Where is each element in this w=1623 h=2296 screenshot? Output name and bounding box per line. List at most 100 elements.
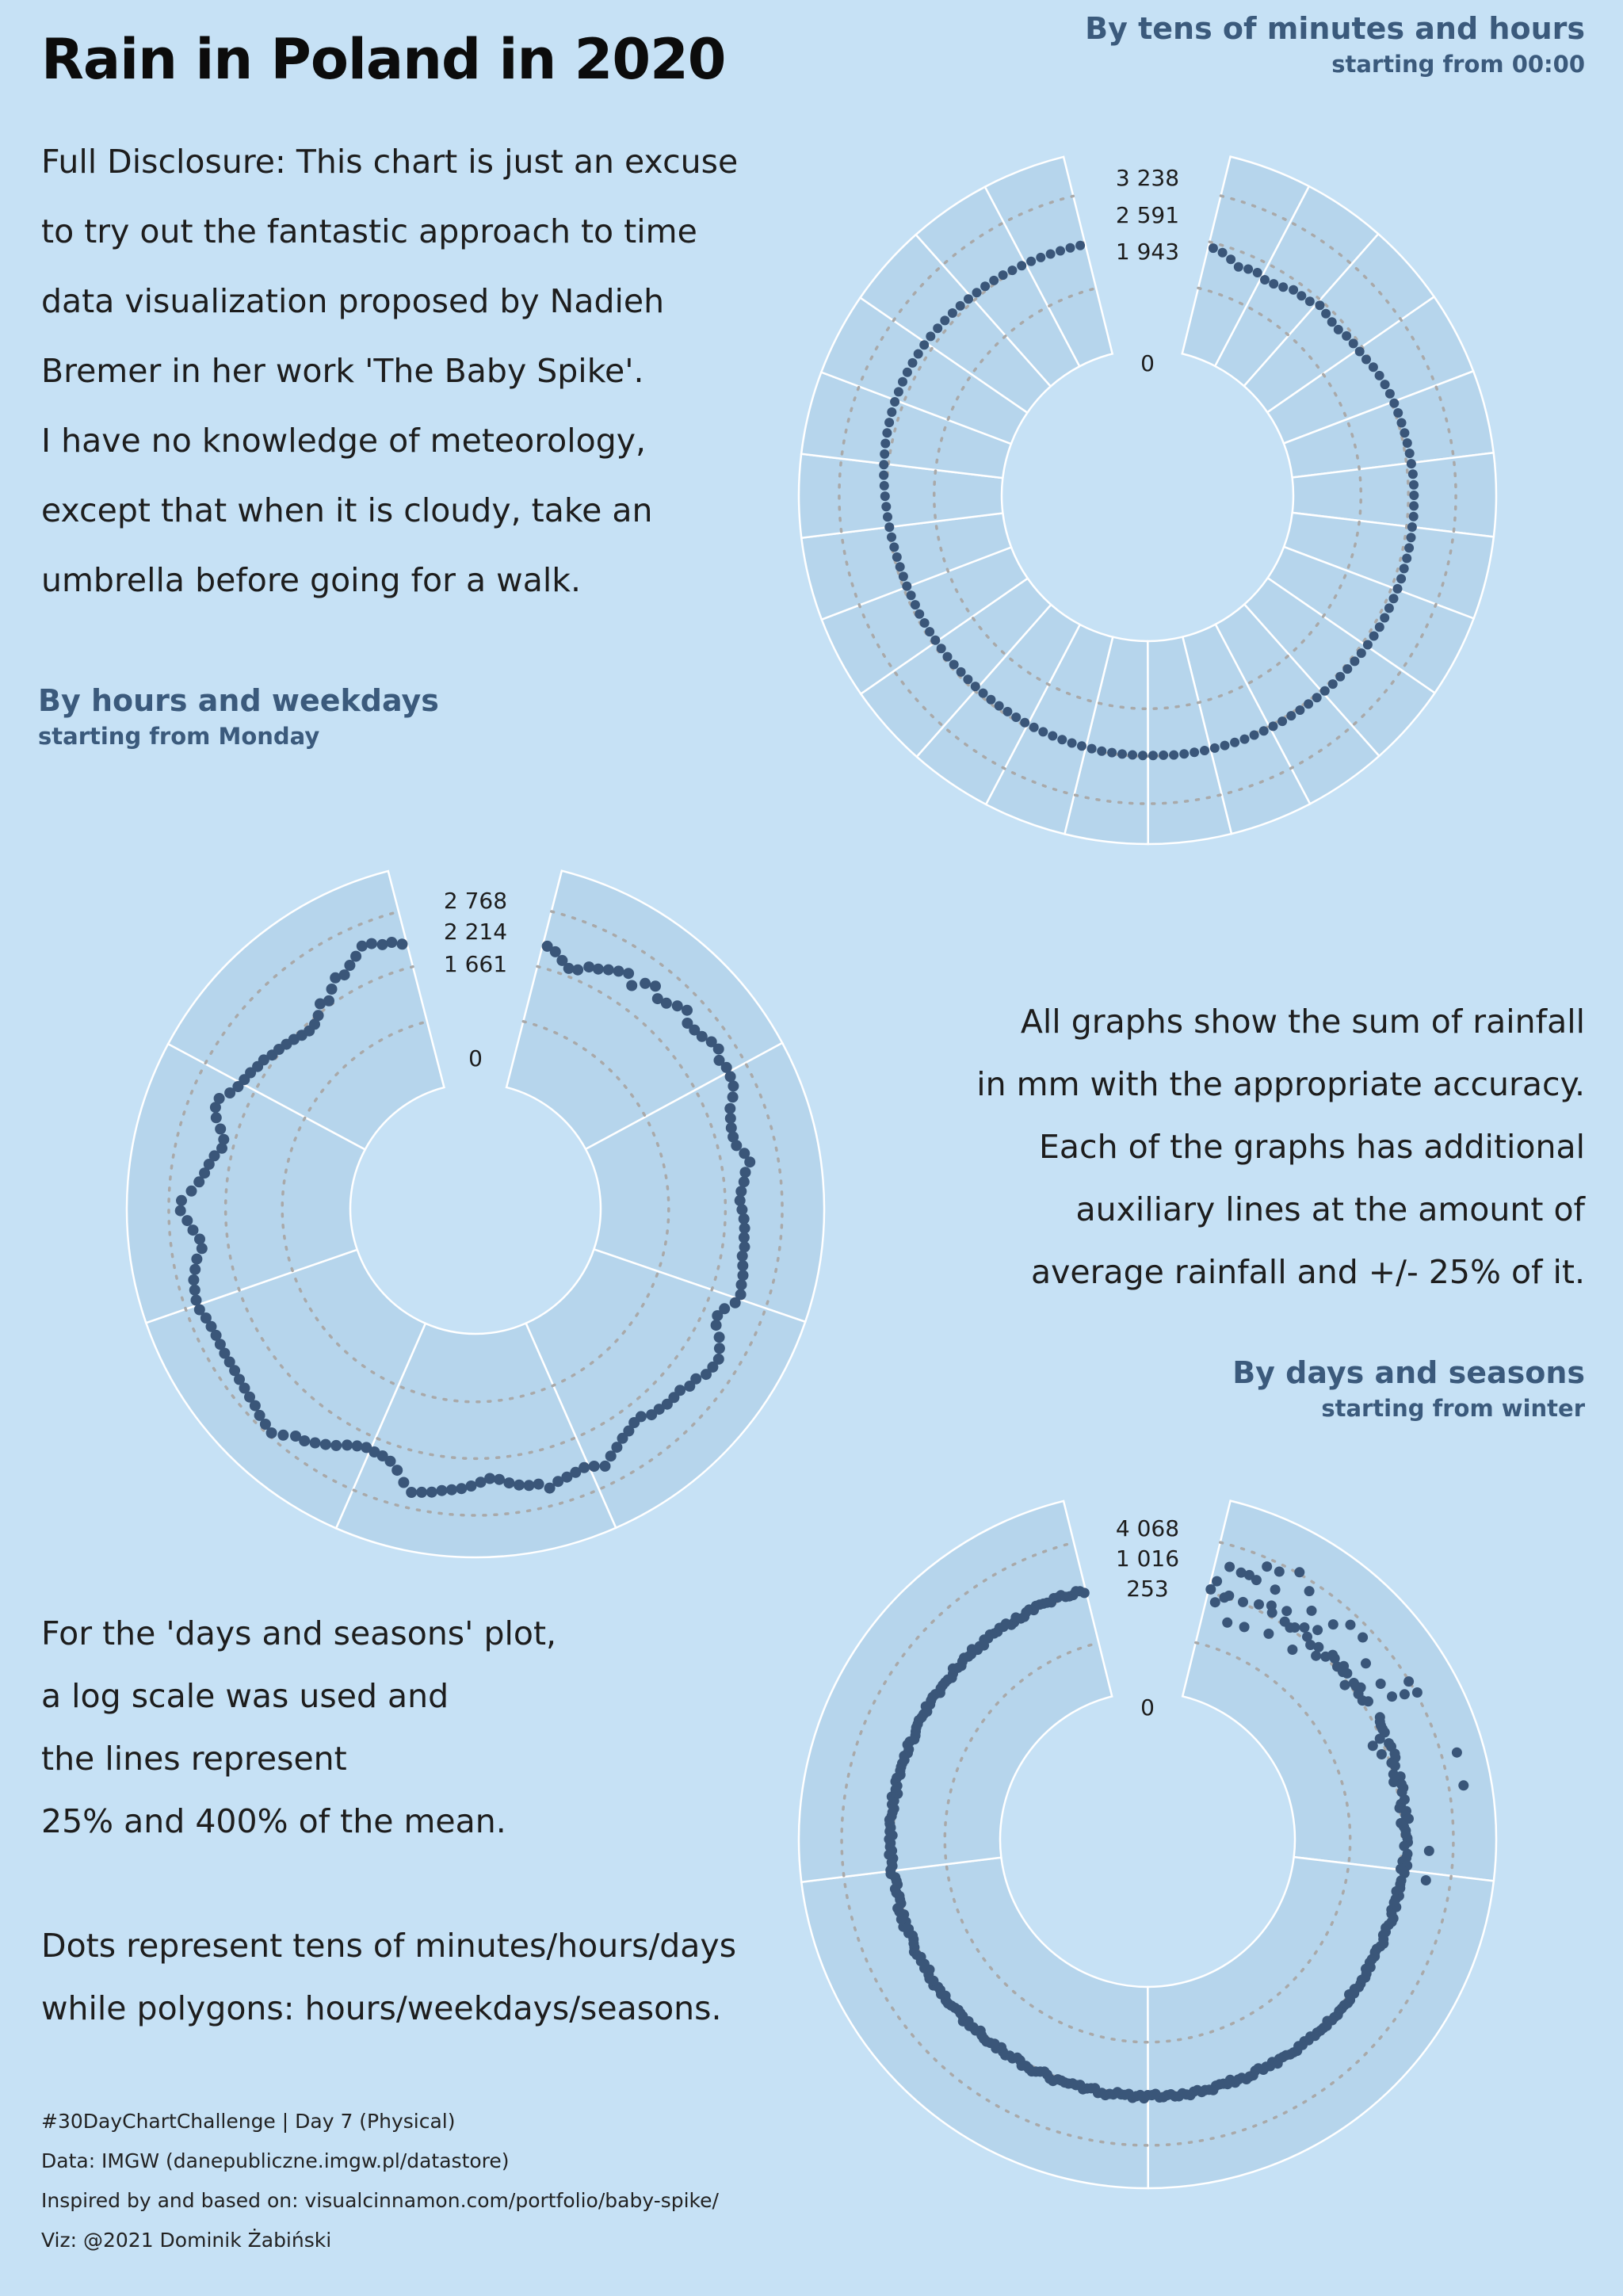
data-point bbox=[1065, 243, 1075, 253]
data-point bbox=[736, 1250, 748, 1262]
data-point bbox=[712, 1043, 724, 1055]
footer-line: Inspired by and based on: visualcinnamon… bbox=[41, 2189, 719, 2212]
guide-line bbox=[281, 1020, 670, 1404]
data-point bbox=[1400, 428, 1410, 438]
data-point bbox=[1409, 501, 1419, 511]
data-point bbox=[579, 1461, 590, 1473]
data-point bbox=[1224, 1561, 1235, 1572]
data-point bbox=[1209, 743, 1220, 753]
data-point bbox=[1268, 721, 1278, 732]
data-point bbox=[181, 1215, 193, 1227]
data-point bbox=[964, 294, 973, 304]
data-point bbox=[623, 968, 635, 980]
guide-line bbox=[840, 1541, 1455, 2147]
data-point bbox=[556, 954, 568, 966]
data-point bbox=[1329, 1653, 1340, 1664]
data-point bbox=[406, 1487, 418, 1498]
data-point bbox=[628, 1417, 640, 1428]
data-point bbox=[1254, 1599, 1264, 1610]
data-point bbox=[895, 562, 905, 572]
tick-label-low: 1 661 bbox=[444, 951, 507, 977]
data-point bbox=[955, 300, 965, 311]
tick-label-zero: 0 bbox=[468, 1045, 483, 1072]
sector bbox=[144, 1248, 427, 1530]
data-point bbox=[1048, 731, 1058, 741]
data-point bbox=[338, 969, 350, 981]
data-point bbox=[936, 644, 946, 654]
chart-title-weekdays: By hours and weekdays bbox=[38, 683, 439, 718]
data-point bbox=[739, 1148, 750, 1159]
tick-label-zero: 0 bbox=[1140, 1694, 1155, 1721]
data-point bbox=[1312, 693, 1322, 703]
data-point bbox=[544, 1482, 556, 1494]
data-point bbox=[563, 962, 575, 974]
data-point bbox=[1399, 1689, 1410, 1700]
data-point bbox=[1361, 1658, 1371, 1669]
data-point bbox=[514, 1479, 525, 1491]
data-point bbox=[1321, 308, 1331, 319]
data-point bbox=[1212, 1576, 1223, 1587]
data-point bbox=[350, 950, 362, 962]
data-point bbox=[889, 542, 899, 552]
data-point bbox=[1395, 1771, 1406, 1782]
summary-line: auxiliary lines at the amount of bbox=[1075, 1190, 1585, 1228]
sector bbox=[334, 1321, 617, 1559]
data-point bbox=[902, 581, 912, 591]
data-point bbox=[1369, 631, 1379, 641]
data-point bbox=[299, 1435, 311, 1446]
data-point bbox=[209, 1102, 221, 1114]
data-point bbox=[1402, 553, 1412, 563]
data-point bbox=[475, 1477, 487, 1488]
data-point bbox=[188, 1274, 200, 1286]
data-point bbox=[1406, 533, 1416, 543]
data-point bbox=[739, 1167, 751, 1179]
data-point bbox=[1374, 1733, 1385, 1744]
data-point bbox=[1190, 747, 1200, 758]
data-point bbox=[309, 1437, 321, 1449]
data-point bbox=[682, 1004, 693, 1016]
data-point bbox=[315, 998, 326, 1010]
data-point bbox=[724, 1113, 736, 1125]
chart-title-seasons: By days and seasons bbox=[1232, 1355, 1585, 1390]
data-point bbox=[906, 590, 916, 601]
data-point bbox=[599, 1460, 611, 1472]
data-point bbox=[239, 1382, 250, 1394]
data-point bbox=[1020, 717, 1030, 728]
data-point bbox=[323, 995, 334, 1007]
data-point bbox=[1374, 370, 1384, 380]
data-point bbox=[1239, 1622, 1250, 1633]
data-point bbox=[1138, 751, 1148, 761]
data-point bbox=[1011, 712, 1022, 722]
page-title: Rain in Poland in 2020 bbox=[41, 27, 726, 92]
data-point bbox=[1086, 743, 1097, 754]
note-line: the lines represent bbox=[41, 1740, 347, 1778]
data-point bbox=[1296, 291, 1307, 301]
data-point bbox=[1079, 1587, 1090, 1599]
intro-line: data visualization proposed by Nadieh bbox=[41, 282, 665, 320]
data-point bbox=[396, 938, 408, 950]
data-point bbox=[1302, 1631, 1312, 1642]
data-point bbox=[1311, 1650, 1322, 1661]
data-point bbox=[1169, 750, 1179, 760]
data-point bbox=[290, 1431, 301, 1442]
data-point bbox=[1404, 449, 1415, 458]
data-point bbox=[1159, 750, 1169, 760]
data-point bbox=[1409, 491, 1419, 500]
data-point bbox=[613, 965, 624, 977]
data-point bbox=[309, 1018, 320, 1030]
data-point bbox=[1262, 1561, 1273, 1572]
data-point bbox=[1363, 1696, 1373, 1707]
intro-line: Bremer in her work 'The Baby Spike'. bbox=[41, 352, 644, 390]
data-point bbox=[446, 1484, 457, 1496]
data-point bbox=[880, 449, 890, 459]
data-point bbox=[1209, 1597, 1220, 1608]
data-point bbox=[1226, 254, 1236, 265]
data-point bbox=[1057, 735, 1067, 745]
data-point bbox=[213, 1093, 225, 1104]
guide-line bbox=[223, 965, 727, 1461]
data-point bbox=[880, 491, 890, 502]
data-point bbox=[1313, 1641, 1324, 1652]
data-point bbox=[892, 552, 902, 562]
data-point bbox=[210, 1112, 222, 1124]
data-point bbox=[1230, 737, 1240, 747]
